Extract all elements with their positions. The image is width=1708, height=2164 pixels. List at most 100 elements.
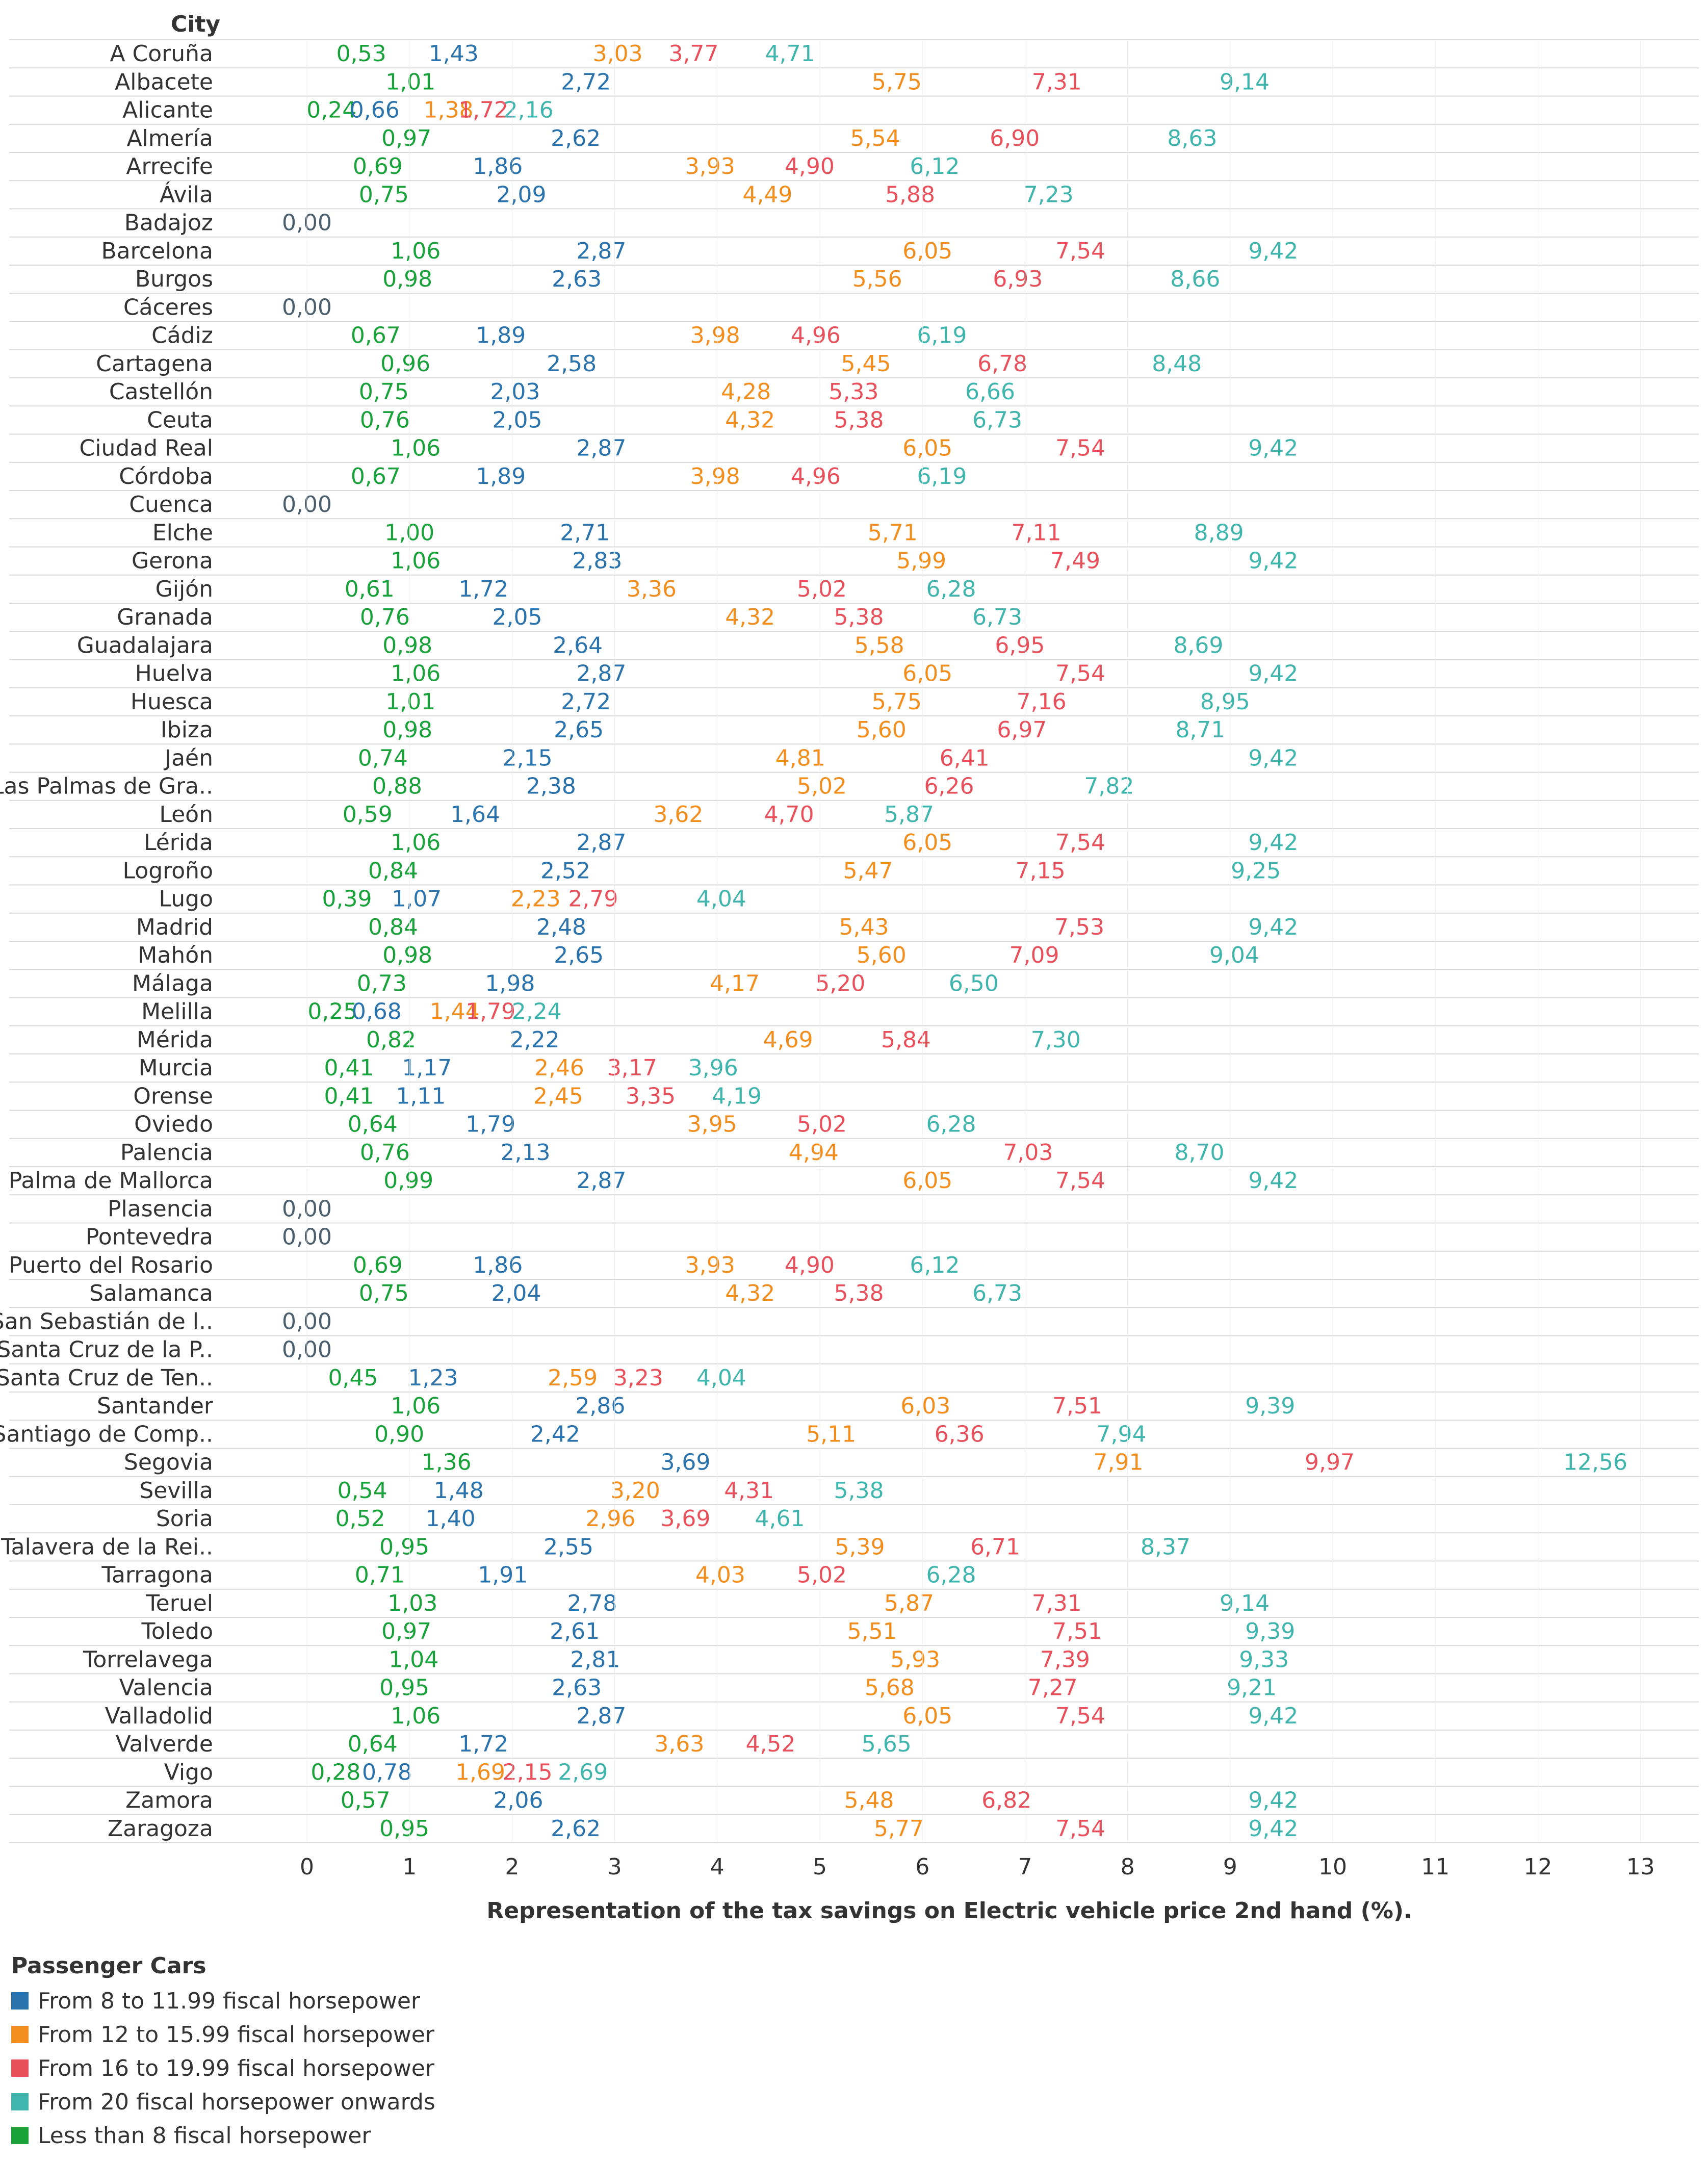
value-label-hp8: 2,87: [576, 830, 626, 856]
value-label-hp16: 3,77: [669, 41, 719, 67]
value-label-hp8: 2,15: [503, 745, 553, 771]
city-label: Arrecife: [126, 153, 213, 179]
city-label: Valverde: [116, 1731, 213, 1757]
value-label-hp20: 9,21: [1227, 1675, 1277, 1701]
tax-savings-chart: City A Coruña 0,53 1,43 3,03 3,77 4,71Albacet…: [0, 11, 1699, 1924]
legend-swatch: [11, 2127, 29, 2144]
legend-swatch: [11, 2059, 29, 2077]
value-label-hp12: 1,38: [424, 97, 474, 123]
chart-row: Oviedo 0,64 1,79 3,95 5,02 6,28: [9, 1110, 1699, 1138]
value-label-hp12: 5,99: [896, 548, 946, 574]
chart-row: Salamanca 0,75 2,04 4,32 5,38 6,73: [9, 1279, 1699, 1306]
value-label-hp16: 4,96: [791, 323, 841, 349]
value-label-hp8: 2,09: [497, 182, 547, 208]
value-label-lt8: 0,84: [368, 858, 418, 884]
city-label: Palencia: [120, 1140, 213, 1166]
value-label-hp20: 9,42: [1248, 1788, 1298, 1814]
legend-label: Less than 8 fiscal horsepower: [38, 2122, 371, 2149]
city-label: Zaragoza: [108, 1816, 213, 1842]
legend-item-lt8[interactable]: Less than 8 fiscal horsepower: [11, 2119, 435, 2152]
value-label-hp20: 5,87: [884, 802, 934, 828]
value-label-hp8: 1,72: [458, 1731, 508, 1757]
value-label-hp12: 3,93: [685, 153, 735, 179]
city-label: Lugo: [159, 886, 213, 912]
legend-item-hp20[interactable]: From 20 fiscal horsepower onwards: [11, 2085, 435, 2119]
value-label-hp20: 9,14: [1220, 69, 1270, 95]
value-label-lt8: 1,03: [387, 1590, 437, 1616]
value-label-hp16: 7,11: [1012, 520, 1062, 546]
legend-item-hp16[interactable]: From 16 to 19.99 fiscal horsepower: [11, 2051, 435, 2085]
value-label-hp8: 2,58: [547, 351, 597, 377]
value-label-lt8: 0,69: [353, 1252, 403, 1278]
value-label-lt8: 0,54: [338, 1478, 387, 1504]
value-label-hp12: 5,51: [847, 1618, 897, 1644]
legend-title: Passenger Cars: [11, 1953, 206, 1979]
value-label-hp16: 2,15: [503, 1759, 553, 1785]
value-label-lt8: 0,88: [372, 774, 422, 800]
value-label-hp16: 6,93: [993, 266, 1043, 292]
chart-row: Soria 0,52 1,40 2,96 3,69 4,61: [9, 1504, 1699, 1532]
chart-row: Almería 0,97 2,62 5,54 6,90 8,63: [9, 123, 1699, 151]
value-label-lt8: 0,96: [380, 351, 430, 377]
value-label-hp20: 6,50: [949, 970, 999, 996]
value-label-hp12: 3,62: [653, 802, 703, 828]
value-label-hp8: 2,78: [567, 1590, 617, 1616]
chart-row: San Sebastián de l.. 0,00: [0, 1307, 1699, 1334]
value-label-hp12: 4,17: [710, 970, 760, 996]
value-label-lt8: 0,61: [345, 576, 395, 602]
value-label-hp20: 6,19: [917, 323, 967, 349]
value-label-lt8: 0,24: [306, 97, 356, 123]
city-label: Torrelavega: [83, 1646, 213, 1672]
value-label-hp12: 5,75: [872, 69, 922, 95]
city-label: Cáceres: [123, 294, 213, 320]
legend-item-hp12[interactable]: From 12 to 15.99 fiscal horsepower: [11, 2018, 435, 2051]
value-label-hp8: 2,87: [576, 1168, 626, 1194]
value-label-hp8: 2,04: [491, 1280, 541, 1306]
value-label-hp12: 5,87: [884, 1590, 934, 1616]
legend-swatch: [11, 2093, 29, 2110]
city-label: Murcia: [139, 1055, 213, 1081]
chart-row: Ávila 0,75 2,09 4,49 5,88 7,23: [9, 180, 1699, 208]
x-tick-label: 8: [1121, 1854, 1135, 1880]
value-label-hp20: 6,12: [910, 153, 960, 179]
value-label-hp8: 1,07: [392, 886, 442, 912]
value-label-hp16: 5,02: [797, 1562, 847, 1588]
value-label-lt8: 0,67: [351, 463, 401, 490]
value-label-hp16: 7,51: [1052, 1393, 1102, 1419]
value-label-hp20: 6,12: [910, 1252, 960, 1278]
value-label-hp20: 9,42: [1248, 745, 1298, 771]
value-label-hp12: 5,77: [874, 1816, 924, 1842]
value-label-lt8: 0,98: [382, 942, 432, 968]
chart-row: Murcia 0,41 1,17 2,46 3,17 3,96: [9, 1053, 1699, 1081]
value-label-hp20: 8,95: [1200, 689, 1250, 715]
city-label: Huesca: [131, 689, 213, 715]
value-label-hp8: 0,78: [362, 1759, 412, 1785]
value-label-hp8: 1,48: [434, 1478, 484, 1504]
value-label-hp16: 7,51: [1052, 1618, 1102, 1644]
city-label: Orense: [133, 1083, 213, 1109]
value-label-hp16: 5,88: [885, 182, 935, 208]
value-label-hp20: 4,04: [696, 1365, 746, 1391]
chart-row: Vigo 0,28 0,78 1,692,15 2,69: [9, 1758, 1699, 1785]
value-label-hp20: 8,71: [1175, 717, 1225, 743]
value-label-lt8: 1,06: [391, 661, 441, 687]
chart-row: Palencia 0,76 2,13 4,94 7,03 8,70: [9, 1138, 1699, 1166]
value-label-hp8: 2,65: [554, 942, 604, 968]
value-label-lt8: 0,98: [382, 717, 432, 743]
value-label-lt8: 0,97: [381, 1618, 431, 1644]
legend-item-hp8[interactable]: From 8 to 11.99 fiscal horsepower: [11, 1984, 435, 2018]
value-label-hp16: 7,49: [1050, 548, 1100, 574]
value-label-lt8: 0,28: [310, 1759, 360, 1785]
value-label-hp16: 7,54: [1055, 1168, 1105, 1194]
value-label-hp20: 6,73: [972, 407, 1022, 433]
value-label-hp12: 6,05: [902, 238, 952, 264]
value-label-hp12: 5,39: [835, 1534, 885, 1560]
chart-row: Córdoba 0,67 1,89 3,98 4,96 6,19: [9, 461, 1699, 490]
city-label: Valladolid: [105, 1703, 213, 1729]
value-label-lt8: 0,53: [337, 41, 386, 67]
value-label-hp16: 7,54: [1055, 661, 1105, 687]
value-label-hp12: 6,05: [902, 661, 952, 687]
value-label-hp8: 2,05: [492, 407, 542, 433]
value-label-hp20: 9,42: [1248, 1703, 1298, 1729]
city-label: Teruel: [145, 1590, 213, 1616]
